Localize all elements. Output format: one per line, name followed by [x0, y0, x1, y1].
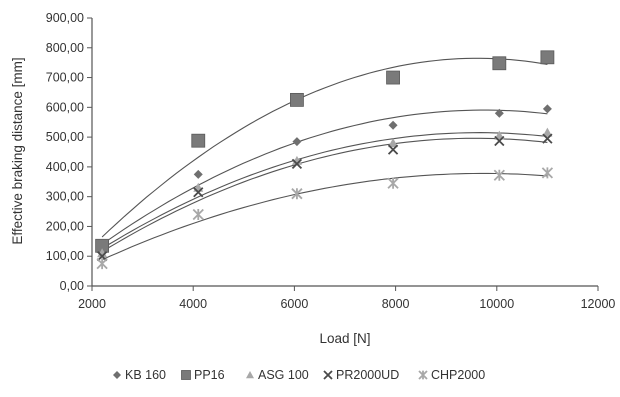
data-point-chp2000: [494, 170, 504, 181]
data-point-pp16: [387, 71, 400, 84]
series-chp2000: [97, 167, 552, 269]
x-tick-label: 8000: [382, 297, 410, 311]
legend-item-pr2000ud: PR2000UD: [324, 368, 399, 382]
data-point-kb-160: [292, 137, 301, 146]
legend: KB 160 PP16 ASG 100 PR2000UD CHP2000: [113, 368, 485, 382]
markers-layer: [96, 51, 554, 269]
legend-label-kb-160: KB 160: [125, 368, 166, 382]
axes-layer: 0,00 100,00 200,00 300,00 400,00 500,00 600,00…: [46, 11, 616, 311]
y-tick-label: 200,00: [46, 219, 84, 233]
data-point-chp2000: [542, 167, 552, 178]
series-kb-160: [98, 104, 552, 254]
legend-item-chp2000: CHP2000: [419, 368, 485, 382]
legend-item-pp16: PP16: [182, 368, 225, 382]
legend-label-chp2000: CHP2000: [431, 368, 485, 382]
data-point-chp2000: [193, 209, 203, 220]
x-axis-title: Load [N]: [319, 331, 370, 346]
y-tick-label: 500,00: [46, 130, 84, 144]
y-tick-label: 0,00: [60, 279, 84, 293]
trendline-asg-100: [102, 133, 547, 249]
trendline-pp16: [102, 58, 547, 237]
y-tick-label: 800,00: [46, 41, 84, 55]
x-tick-label: 10000: [479, 297, 514, 311]
legend-marker-chp2000: [419, 371, 427, 380]
y-tick-label: 900,00: [46, 11, 84, 25]
data-point-pp16: [541, 51, 554, 64]
series-pr2000ud: [98, 134, 552, 261]
trendlines-layer: [102, 58, 547, 259]
trendline-chp2000: [102, 173, 547, 259]
legend-label-asg-100: ASG 100: [258, 368, 309, 382]
legend-marker-pr2000ud: [324, 371, 332, 379]
data-point-pp16: [493, 57, 506, 70]
series-asg-100: [97, 128, 552, 258]
legend-label-pr2000ud: PR2000UD: [336, 368, 399, 382]
legend-label-pp16: PP16: [194, 368, 225, 382]
legend-item-asg-100: ASG 100: [246, 368, 309, 382]
trendline-pr2000ud: [102, 138, 547, 251]
y-axis-title: Effective braking distance [mm]: [10, 57, 25, 244]
data-point-kb-160: [194, 170, 203, 179]
legend-marker-asg-100: [246, 371, 254, 378]
y-tick-label: 300,00: [46, 190, 84, 204]
legend-marker-kb-160: [113, 371, 121, 379]
legend-marker-pp16: [182, 371, 191, 380]
x-tick-label: 4000: [179, 297, 207, 311]
data-point-chp2000: [388, 178, 398, 189]
legend-item-kb-160: KB 160: [113, 368, 166, 382]
data-point-chp2000: [97, 258, 107, 269]
y-tick-label: 100,00: [46, 249, 84, 263]
trendline-kb-160: [102, 110, 547, 244]
y-tick-label: 400,00: [46, 160, 84, 174]
x-tick-label: 2000: [78, 297, 106, 311]
data-point-pp16: [290, 93, 303, 106]
y-tick-label: 700,00: [46, 71, 84, 85]
x-tick-label: 6000: [280, 297, 308, 311]
data-point-kb-160: [389, 121, 398, 130]
y-tick-label: 600,00: [46, 100, 84, 114]
data-point-kb-160: [543, 104, 552, 113]
data-point-pp16: [192, 134, 205, 147]
x-tick-label: 12000: [581, 297, 616, 311]
